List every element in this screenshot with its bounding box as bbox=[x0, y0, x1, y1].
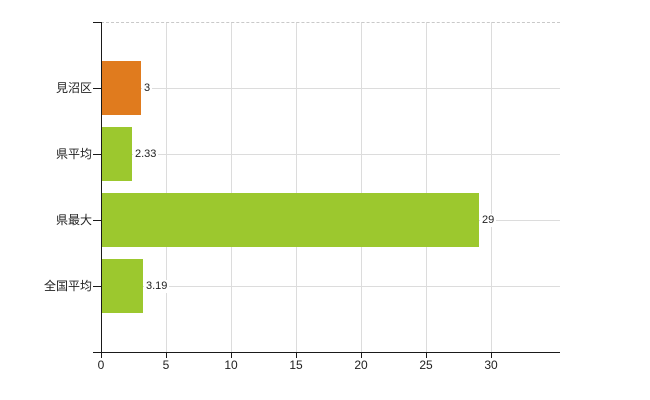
bar bbox=[102, 193, 479, 247]
y-axis-tick bbox=[93, 88, 101, 89]
y-axis-tick bbox=[93, 286, 101, 287]
bar-value-label: 29 bbox=[480, 214, 497, 227]
gridline-horizontal bbox=[101, 154, 560, 155]
gridline-horizontal bbox=[101, 88, 560, 89]
x-tick-label: 0 bbox=[97, 358, 105, 372]
x-axis-tick bbox=[231, 353, 232, 358]
x-axis-tick bbox=[101, 353, 102, 358]
category-label: 全国平均 bbox=[43, 279, 92, 293]
bar bbox=[102, 127, 132, 181]
gridline-vertical bbox=[361, 22, 362, 352]
x-tick-label: 20 bbox=[354, 358, 368, 372]
category-label: 県最大 bbox=[55, 213, 92, 227]
x-axis-tick bbox=[296, 353, 297, 358]
x-axis-tick bbox=[166, 353, 167, 358]
bar-value-label: 2.33 bbox=[133, 148, 159, 161]
x-axis-tick bbox=[361, 353, 362, 358]
bar bbox=[102, 259, 143, 313]
gridline-vertical bbox=[296, 22, 297, 352]
x-tick-label: 10 bbox=[224, 358, 238, 372]
y-axis-tick bbox=[93, 220, 101, 221]
x-tick-label: 5 bbox=[162, 358, 170, 372]
x-tick-label: 25 bbox=[419, 358, 433, 372]
x-axis-line bbox=[93, 352, 560, 353]
plot-top-border bbox=[101, 22, 560, 23]
y-axis-top-tick bbox=[93, 22, 101, 23]
y-axis-tick bbox=[93, 154, 101, 155]
x-axis-tick bbox=[491, 353, 492, 358]
gridline-horizontal bbox=[101, 286, 560, 287]
gridline-vertical bbox=[426, 22, 427, 352]
gridline-vertical bbox=[166, 22, 167, 352]
x-tick-label: 15 bbox=[289, 358, 303, 372]
y-axis-line bbox=[101, 22, 102, 353]
category-label: 県平均 bbox=[55, 147, 92, 161]
bar-value-label: 3.19 bbox=[144, 280, 170, 293]
gridline-vertical bbox=[491, 22, 492, 352]
x-tick-label: 30 bbox=[484, 358, 498, 372]
bar bbox=[102, 61, 141, 115]
gridline-vertical bbox=[231, 22, 232, 352]
x-axis-tick bbox=[426, 353, 427, 358]
bar-value-label: 3 bbox=[142, 82, 153, 95]
category-label: 見沼区 bbox=[55, 81, 92, 95]
